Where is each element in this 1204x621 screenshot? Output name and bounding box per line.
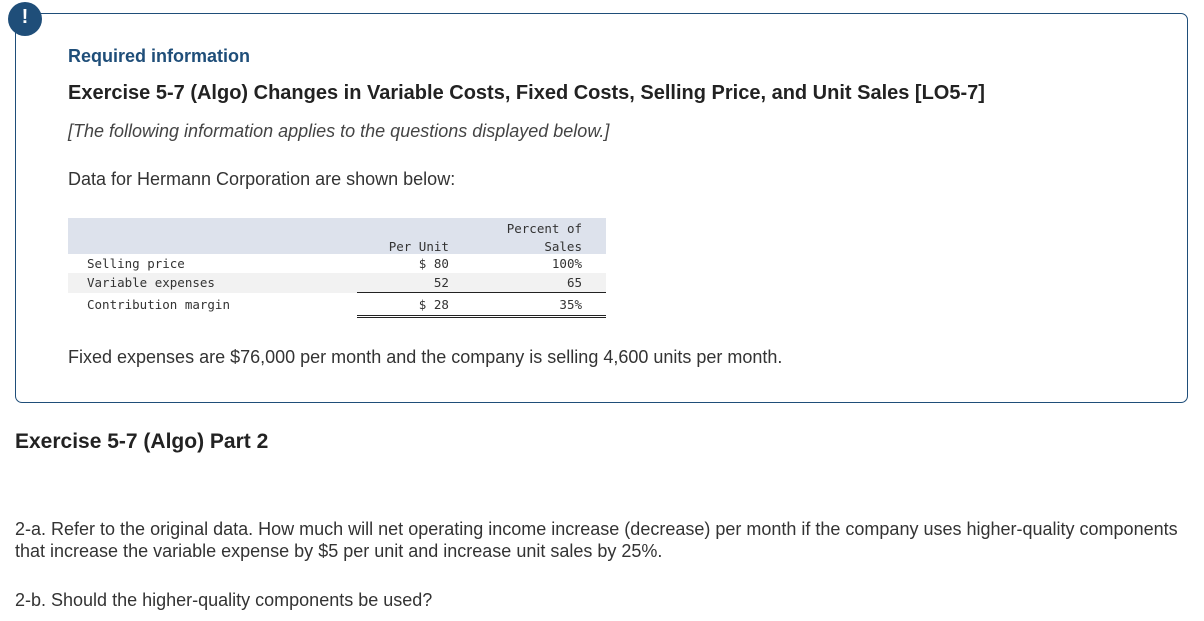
table-row: Selling price $ 80 100%	[87, 256, 582, 271]
table-row: Variable expenses 52 65	[68, 273, 606, 293]
fixed-expenses-text: Fixed expenses are $76,000 per month and…	[68, 347, 783, 367]
contribution-table: Percent of Per Unit Sales Selling price …	[68, 218, 606, 318]
part-title: Exercise 5-7 (Algo) Part 2	[15, 430, 269, 453]
percent-header-line1: Percent of	[456, 218, 606, 236]
question-2b: 2-b. Should the higher-quality component…	[15, 590, 433, 610]
percent-header-line2: Sales	[456, 236, 606, 254]
intro-text: Data for Hermann Corporation are shown b…	[68, 169, 456, 189]
table-header-row-1: Percent of	[68, 218, 606, 236]
applies-note: [The following information applies to th…	[68, 121, 610, 141]
exercise-title: Exercise 5-7 (Algo) Changes in Variable …	[68, 82, 985, 104]
question-2a: 2-a. Refer to the original data. How muc…	[15, 519, 1178, 561]
alert-icon: !	[8, 2, 42, 36]
required-information-box	[15, 13, 1188, 403]
table-header-row-2: Per Unit Sales	[68, 236, 606, 254]
table-row: Contribution margin $ 28 35%	[68, 292, 606, 318]
required-information-label: Required information	[68, 46, 251, 66]
per-unit-header: Per Unit	[357, 236, 457, 254]
